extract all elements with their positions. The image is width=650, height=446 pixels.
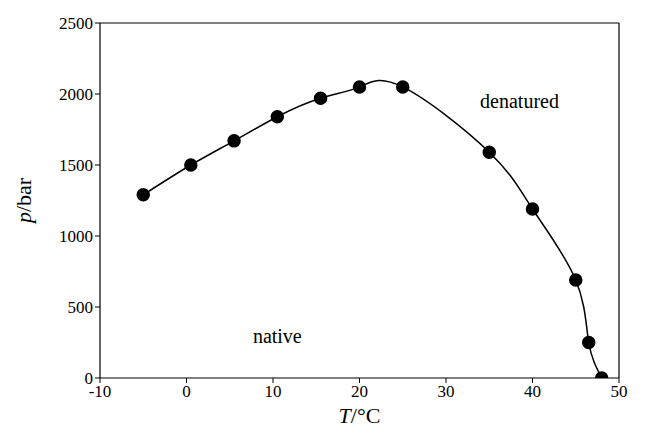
svg-text:T/°C: T/°C	[339, 403, 381, 428]
svg-text:10: 10	[265, 382, 282, 401]
svg-text:20: 20	[351, 382, 368, 401]
svg-text:0: 0	[85, 369, 94, 388]
svg-text:30: 30	[438, 382, 455, 401]
svg-text:1000: 1000	[59, 227, 93, 246]
svg-text:40: 40	[524, 382, 541, 401]
svg-text:1500: 1500	[59, 156, 93, 175]
svg-text:2000: 2000	[59, 85, 93, 104]
svg-text:50: 50	[611, 382, 628, 401]
svg-text:2500: 2500	[59, 14, 93, 33]
svg-text:-10: -10	[88, 382, 112, 402]
svg-text:0: 0	[182, 382, 191, 401]
svg-text:denatured: denatured	[480, 90, 559, 112]
svg-text:500: 500	[68, 298, 94, 317]
svg-text:p/bar: p/bar	[11, 177, 36, 225]
svg-text:native: native	[253, 325, 302, 347]
